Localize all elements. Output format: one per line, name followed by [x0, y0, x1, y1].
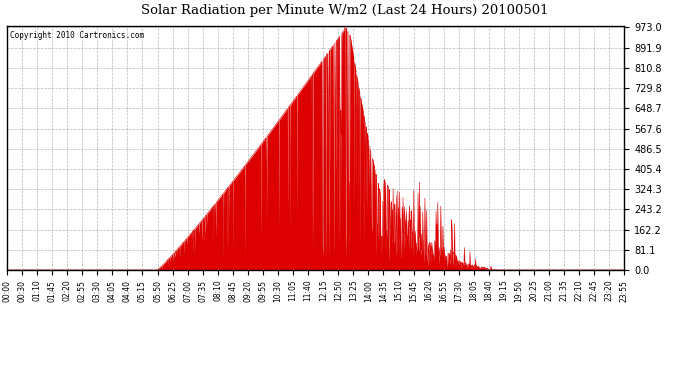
Text: Solar Radiation per Minute W/m2 (Last 24 Hours) 20100501: Solar Radiation per Minute W/m2 (Last 24…: [141, 4, 549, 17]
Text: Copyright 2010 Cartronics.com: Copyright 2010 Cartronics.com: [10, 31, 144, 40]
